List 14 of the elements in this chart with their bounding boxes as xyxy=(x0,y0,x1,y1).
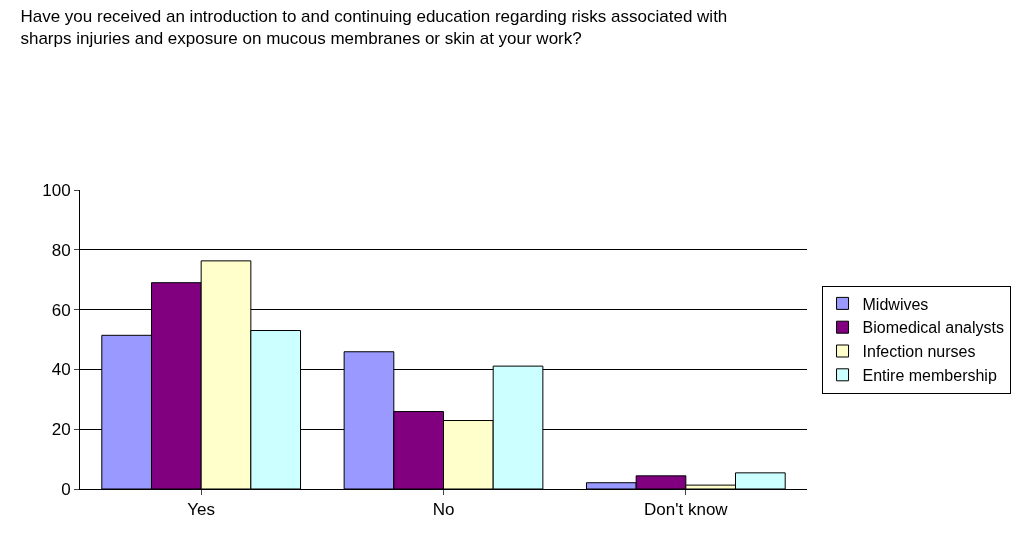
legend-label: Infection nurses xyxy=(862,343,976,361)
chart-title: Have you received an introduction to and continuing education regarding risks associated with sharps injuries and exposure on mucous membranes or skin at your work? xyxy=(20,7,728,49)
y-tick-label: 60 xyxy=(51,300,71,320)
legend-label: Entire membership xyxy=(862,367,997,385)
legend-label: Midwives xyxy=(862,295,929,313)
legend-label: Biomedical analysts xyxy=(862,319,1004,337)
x-tick-label: Yes xyxy=(187,500,216,520)
y-tick-label: 100 xyxy=(42,180,71,200)
y-tick-label: 40 xyxy=(51,360,71,380)
y-tick-label: 0 xyxy=(61,479,71,499)
x-tick-label: No xyxy=(432,500,455,520)
y-tick-label: 80 xyxy=(51,240,71,260)
x-tick-label: Don't know xyxy=(644,500,729,520)
y-tick-label: 20 xyxy=(51,420,71,440)
